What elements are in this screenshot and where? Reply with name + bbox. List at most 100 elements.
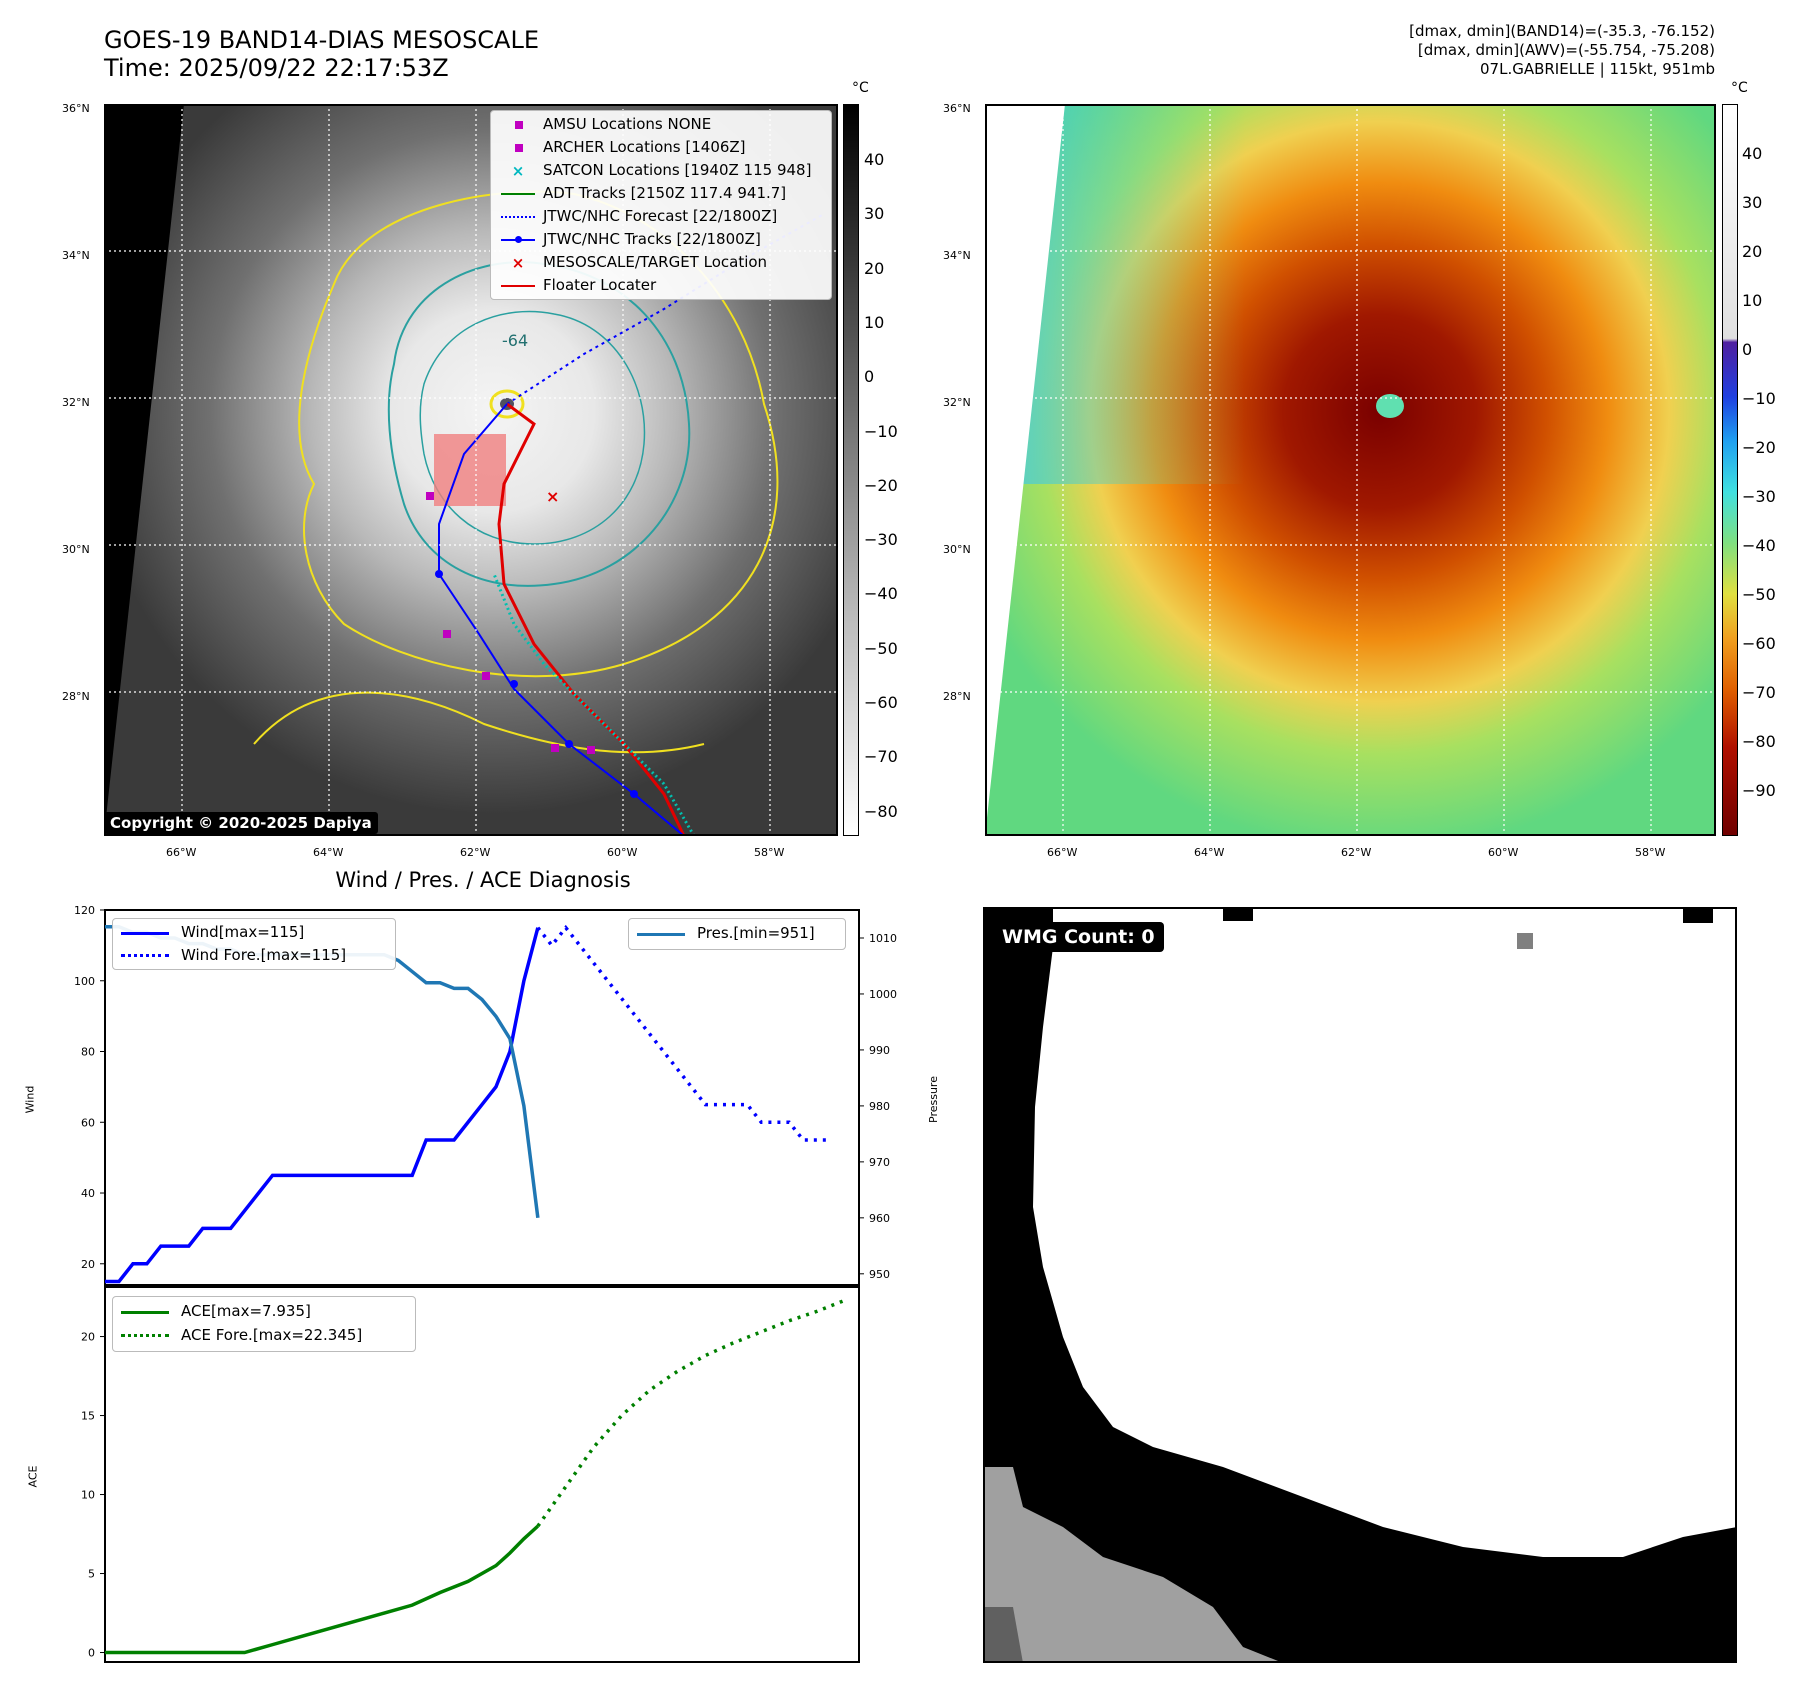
y2-tick-label: 960 (869, 1212, 890, 1225)
lat-label: 28°N (943, 690, 971, 703)
lon-label: 66°W (166, 846, 197, 859)
info-storm: 07L.GABRIELLE | 115kt, 951mb (1480, 60, 1715, 78)
colorbar-tick: −60 (1742, 634, 1776, 653)
legend-item: Pres.[min=951] (637, 924, 815, 942)
contour-label: -64 (502, 331, 528, 350)
legend-item: JTWC/NHC Tracks [22/1800Z] (501, 230, 761, 248)
svg-text:×: × (546, 487, 559, 506)
colorbar-tick: 0 (1742, 340, 1753, 359)
legend-item: Wind Fore.[max=115] (121, 946, 346, 964)
plot-frame (104, 909, 860, 1286)
colorbar-tick: −50 (864, 638, 898, 658)
lon-label: 66°W (1047, 846, 1078, 859)
lon-label: 64°W (1194, 846, 1225, 859)
colorbar-tick: −10 (1742, 389, 1776, 408)
ace-legend: ACE[max=7.935] ACE Fore.[max=22.345] (112, 1296, 416, 1352)
colorbar-tick: 30 (1742, 193, 1763, 212)
y-tick-label: 100 (74, 975, 95, 988)
colorbar-tick: −50 (1742, 585, 1776, 604)
wind-axis-label: Wind (23, 1085, 37, 1114)
y2-tick-label: 950 (869, 1268, 890, 1281)
ace-chart: 0 5 10 15 20 (81, 1286, 860, 1663)
legend-item: ACE[max=7.935] (121, 1302, 311, 1320)
lat-label: 30°N (943, 543, 971, 556)
legend-item: Floater Locater (501, 276, 656, 294)
lat-label: 32°N (943, 396, 971, 409)
colorbar-tick: −20 (1742, 438, 1776, 457)
copyright-badge: Copyright © 2020-2025 Dapiya (104, 812, 378, 834)
y-tick-label: 10 (81, 1489, 95, 1502)
color-ir-map (985, 104, 1716, 836)
gray-colorbar (843, 104, 859, 836)
y2-tick-label: 1010 (869, 932, 897, 945)
lon-label: 60°W (607, 846, 638, 859)
lat-label: 34°N (943, 249, 971, 262)
y2-tick-label: 980 (869, 1100, 890, 1113)
pressure-axis-label: Pressure (926, 1076, 940, 1123)
legend-item: JTWC/NHC Forecast [22/1800Z] (501, 207, 777, 225)
legend-item: × MESOSCALE/TARGET Location (511, 253, 768, 272)
title-satellite: GOES-19 BAND14-DIAS MESOSCALE (104, 26, 540, 54)
info-awv: [dmax, dmin](AWV)=(-55.754, -75.208) (1417, 41, 1715, 59)
wmg-panel (983, 907, 1737, 1663)
page-title: GOES-19 BAND14-DIAS MESOSCALE Time: 2025… (104, 26, 539, 82)
lon-label: 58°W (754, 846, 785, 859)
y-tick-label: 40 (81, 1187, 95, 1200)
wind-legend: Wind[max=115] Wind Fore.[max=115] (112, 918, 396, 970)
colorbar-tick: −10 (864, 421, 898, 441)
y-tick-label: 0 (88, 1647, 95, 1660)
lon-label: 64°W (313, 846, 344, 859)
y-tick-label: 20 (81, 1331, 95, 1344)
colorbar-tick: 20 (864, 258, 885, 278)
colorbar-tick: −60 (864, 693, 898, 712)
colorbar-tick: −90 (1742, 781, 1776, 800)
y-tick-label: 80 (81, 1046, 95, 1059)
color-colorbar (1722, 104, 1738, 836)
lat-label: 28°N (62, 690, 90, 703)
lat-label: 30°N (62, 543, 90, 556)
y-tick-label: 60 (81, 1116, 95, 1129)
colorbar-tick: 10 (1742, 291, 1763, 310)
legend-item: ACE Fore.[max=22.345] (121, 1326, 362, 1344)
legend-item: × SATCON Locations [1940Z 115 948] (511, 161, 812, 180)
pressure-legend: Pres.[min=951] (628, 918, 846, 950)
colorbar-tick: 0 (864, 367, 875, 387)
colorbar-tick: −80 (864, 801, 898, 821)
colorbar-tick: −30 (1742, 487, 1776, 506)
lon-label: 62°W (460, 846, 491, 859)
title-time: Time: 2025/09/22 22:17:53Z (104, 54, 449, 82)
colorbar-unit: °C (1731, 80, 1748, 96)
series-line (105, 1524, 540, 1655)
wmg-count-badge: WMG Count: 0 (993, 922, 1164, 952)
lon-label: 58°W (1635, 846, 1666, 859)
series-line (105, 927, 540, 1284)
y-tick-label: 5 (88, 1568, 95, 1581)
info-band14: [dmax, dmin](BAND14)=(-35.3, -76.152) (1409, 22, 1715, 40)
colorbar-tick: −20 (864, 475, 898, 495)
plot-frame (104, 1286, 860, 1663)
lat-label: 36°N (943, 102, 971, 115)
colorbar-tick: 20 (1742, 242, 1763, 261)
series-line (536, 924, 832, 1142)
series-line (536, 1298, 846, 1528)
colorbar-tick: 40 (1742, 144, 1763, 163)
legend-item: ADT Tracks [2150Z 117.4 941.7] (501, 184, 786, 202)
colorbar-tick: −70 (864, 747, 898, 767)
y2-tick-label: 970 (869, 1156, 890, 1169)
lat-label: 36°N (62, 102, 90, 115)
y-tick-label: 20 (81, 1258, 95, 1271)
colorbar-tick: −70 (1742, 683, 1776, 702)
colorbar-tick: −40 (864, 584, 898, 604)
diagnosis-title: Wind / Pres. / ACE Diagnosis (335, 868, 631, 892)
colorbar-tick: −40 (1742, 536, 1776, 555)
ace-axis-label: ACE (26, 1465, 40, 1488)
y2-tick-label: 1000 (869, 988, 897, 1001)
lon-label: 60°W (1488, 846, 1519, 859)
colorbar-tick: 10 (864, 312, 885, 332)
map-legend: AMSU Locations NONE ARCHER Locations [14… (490, 110, 832, 300)
lat-label: 34°N (62, 249, 90, 262)
info-block: [dmax, dmin](BAND14)=(-35.3, -76.152) [d… (1409, 22, 1715, 79)
colorbar-tick: 40 (864, 150, 885, 169)
y-tick-label: 15 (81, 1410, 95, 1423)
legend-item: Wind[max=115] (121, 923, 304, 941)
